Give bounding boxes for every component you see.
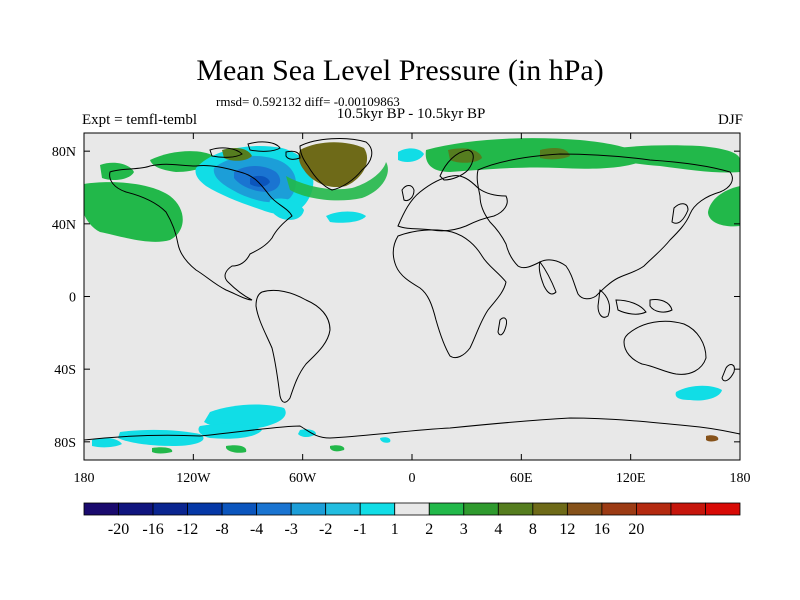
anomaly-region-southern-ocean-south-australia bbox=[675, 385, 722, 401]
colorbar: -20 -16 -12 -8 -4 -3 -2 -1 1 2 3 4 8 12 16 20 bbox=[83, 502, 741, 538]
anomaly-region-greenland bbox=[298, 142, 368, 188]
colorbar-swatch bbox=[325, 502, 361, 516]
colorbar-swatch bbox=[670, 502, 706, 516]
colorbar-swatch bbox=[601, 502, 637, 516]
x-tick-label: 180 bbox=[730, 471, 751, 486]
y-tick-label: 40S bbox=[54, 363, 76, 378]
anomaly-region-arctic-eurasia bbox=[425, 138, 644, 172]
coastline-north-america bbox=[109, 163, 293, 301]
chart-title: Mean Sea Level Pressure (in hPa) bbox=[196, 54, 604, 87]
x-tick-label: 180 bbox=[74, 471, 95, 486]
coastline-australia bbox=[623, 320, 707, 375]
x-tick-label: 0 bbox=[409, 471, 416, 486]
coastline-madagascar bbox=[497, 317, 507, 336]
colorbar-label: -1 bbox=[354, 521, 367, 538]
colorbar-swatch bbox=[497, 502, 534, 516]
anomaly-region-south-pacific bbox=[204, 404, 286, 430]
colorbar-swatch bbox=[463, 502, 499, 516]
coastline-japan bbox=[671, 203, 689, 224]
colorbar-swatch bbox=[532, 502, 568, 516]
colorbar-label: -3 bbox=[284, 521, 297, 538]
colorbar-swatch bbox=[152, 502, 188, 516]
coastline-india bbox=[538, 260, 557, 295]
colorbar-label: -8 bbox=[215, 521, 228, 538]
colorbar-swatch bbox=[290, 502, 327, 516]
anomaly-region-antarctic-coast-west bbox=[118, 429, 204, 446]
anomaly-region-north-pacific-west bbox=[84, 182, 183, 242]
colorbar-swatch bbox=[83, 502, 119, 516]
coastline-new-zealand bbox=[721, 364, 735, 382]
colorbar-label: -20 bbox=[108, 521, 129, 538]
colorbar-swatch bbox=[187, 502, 223, 516]
anomaly-region-kara bbox=[540, 148, 570, 160]
colorbar-swatch bbox=[428, 502, 465, 516]
coastline-greenland bbox=[299, 138, 373, 191]
colorbar-swatch bbox=[256, 502, 292, 516]
coastline-uk bbox=[401, 185, 415, 201]
colorbar-swatch bbox=[118, 502, 154, 516]
coastline-arctic-islands bbox=[209, 141, 301, 160]
anomaly-region-alaska bbox=[100, 162, 134, 180]
y-axis: 80N 40N 0 40S 80S bbox=[52, 145, 740, 451]
coastline-south-america bbox=[255, 289, 331, 403]
colorbar-swatch bbox=[705, 502, 741, 516]
colorbar-label: -16 bbox=[142, 521, 163, 538]
coastline-scandinavia bbox=[439, 149, 474, 181]
colorbar-label: -4 bbox=[250, 521, 263, 538]
colorbar-label: 2 bbox=[425, 521, 433, 538]
colorbar-label: 8 bbox=[529, 521, 537, 538]
colorbar-swatch bbox=[394, 502, 430, 516]
colorbar-label: 4 bbox=[494, 521, 502, 538]
chart-subtitle: 10.5kyr BP - 10.5kyr BP bbox=[336, 106, 486, 122]
x-axis: 180 120W 60W 0 60E 120E 180 bbox=[74, 133, 751, 486]
coastline-southeast-asia bbox=[597, 289, 673, 318]
anomaly-region-antarctic-dots bbox=[92, 429, 391, 448]
colorbar-label: 12 bbox=[559, 521, 575, 538]
x-tick-label: 120E bbox=[616, 471, 646, 486]
coastline-africa bbox=[392, 229, 507, 359]
colorbar-swatch bbox=[221, 502, 258, 516]
coastline-antarctica bbox=[84, 417, 740, 441]
experiment-label: Expt = temfl-tembl bbox=[82, 112, 198, 128]
anomaly-region-siberia bbox=[600, 145, 740, 173]
anomaly-region-antarctic-brown bbox=[706, 435, 719, 442]
colorbar-label: 20 bbox=[628, 521, 644, 538]
map-plot-area bbox=[84, 133, 740, 460]
colorbar-label: 3 bbox=[460, 521, 468, 538]
coastlines bbox=[84, 138, 740, 441]
colorbar-label: -12 bbox=[177, 521, 198, 538]
season-label: DJF bbox=[717, 112, 743, 128]
colorbar-label: 1 bbox=[391, 521, 399, 538]
x-tick-label: 60W bbox=[289, 471, 317, 486]
colorbar-swatch bbox=[359, 502, 396, 516]
anomaly-region-iceland bbox=[398, 148, 424, 162]
coastline-europe bbox=[397, 175, 508, 232]
anomaly-region-north-pacific-east bbox=[708, 186, 740, 227]
y-tick-label: 80N bbox=[52, 145, 76, 160]
anomaly-region-greenland-outer bbox=[286, 162, 388, 201]
anomaly-region-mid-atlantic bbox=[326, 211, 366, 223]
colorbar-label: -2 bbox=[319, 521, 332, 538]
colorbar-swatch bbox=[566, 502, 603, 516]
y-tick-label: 80S bbox=[54, 436, 76, 451]
x-tick-label: 120W bbox=[176, 471, 211, 486]
x-tick-label: 60E bbox=[510, 471, 533, 486]
y-tick-label: 0 bbox=[69, 291, 76, 306]
stats-line: rmsd= 0.592132 diff= -0.00109863 bbox=[216, 94, 400, 109]
anomaly-region-antarctic-coast-mid bbox=[198, 423, 262, 439]
y-tick-label: 40N bbox=[52, 218, 76, 233]
colorbar-label: 16 bbox=[594, 521, 610, 538]
colorbar-swatch bbox=[636, 502, 672, 516]
coastline-asia bbox=[476, 153, 733, 300]
